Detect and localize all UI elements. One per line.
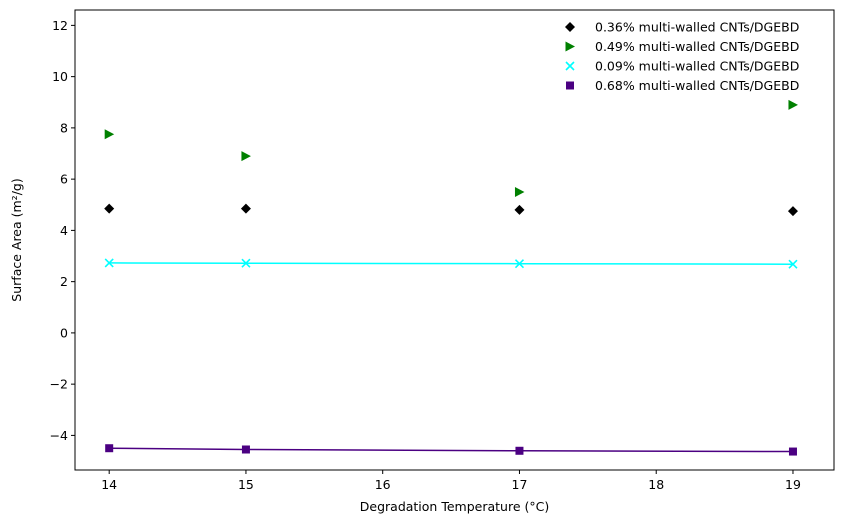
y-tick-label: 8 bbox=[60, 120, 68, 135]
y-axis-label: Surface Area (m²/g) bbox=[9, 178, 24, 301]
data-point bbox=[241, 151, 251, 162]
x-tick-label: 14 bbox=[101, 477, 117, 492]
x-axis-label: Degradation Temperature (°C) bbox=[360, 499, 549, 514]
data-point bbox=[788, 259, 798, 269]
y-tick-label: 10 bbox=[52, 69, 68, 84]
y-tick-label: 4 bbox=[60, 223, 68, 238]
y-tick-label: 12 bbox=[52, 18, 68, 33]
y-tick-label: 6 bbox=[60, 172, 68, 187]
data-point bbox=[105, 444, 114, 453]
data-point bbox=[514, 259, 525, 269]
legend-label: 0.49% multi-walled CNTs/DGEBD bbox=[595, 39, 799, 54]
data-point bbox=[515, 446, 524, 455]
legend-item: 0.49% multi-walled CNTs/DGEBD bbox=[565, 39, 799, 54]
legend-label: 0.36% multi-walled CNTs/DGEBD bbox=[595, 20, 799, 35]
legend-label: 0.68% multi-walled CNTs/DGEBD bbox=[595, 78, 799, 93]
series-3 bbox=[104, 258, 798, 269]
series-1 bbox=[104, 203, 798, 217]
x-tick-label: 19 bbox=[785, 477, 801, 492]
legend: 0.36% multi-walled CNTs/DGEBD 0.49% multi… bbox=[565, 20, 799, 93]
legend-marker bbox=[565, 22, 575, 32]
legend-marker bbox=[565, 61, 575, 71]
series-line bbox=[109, 447, 793, 453]
series-line bbox=[109, 262, 793, 265]
data-point bbox=[788, 447, 797, 456]
y-tick-label: 0 bbox=[60, 325, 68, 340]
series-2 bbox=[104, 99, 798, 197]
data-point bbox=[514, 186, 525, 197]
data-point bbox=[241, 445, 250, 454]
data-point bbox=[787, 206, 798, 217]
x-tick-label: 18 bbox=[648, 477, 664, 492]
legend-marker bbox=[565, 41, 575, 52]
data-point bbox=[240, 203, 251, 214]
series-layer bbox=[104, 99, 798, 456]
legend-item: 0.68% multi-walled CNTs/DGEBD bbox=[566, 78, 799, 93]
legend-item: 0.36% multi-walled CNTs/DGEBD bbox=[565, 20, 799, 35]
data-point bbox=[104, 258, 114, 268]
y-tick-label: −4 bbox=[50, 428, 68, 443]
x-tick-label: 15 bbox=[238, 477, 254, 492]
x-tick-label: 17 bbox=[512, 477, 528, 492]
data-point bbox=[241, 258, 251, 268]
data-point bbox=[788, 99, 798, 110]
y-tick-label: −2 bbox=[50, 377, 68, 392]
data-point bbox=[104, 129, 115, 140]
legend-label: 0.09% multi-walled CNTs/DGEBD bbox=[595, 59, 799, 74]
legend-marker bbox=[566, 81, 574, 90]
y-axis: −4 −2 0 2 4 6 8 10 12 bbox=[50, 18, 75, 443]
data-point bbox=[514, 204, 525, 215]
series-4 bbox=[105, 444, 797, 456]
y-tick-label: 2 bbox=[60, 274, 68, 289]
data-point bbox=[104, 203, 115, 214]
plot-area bbox=[75, 10, 834, 470]
x-tick-label: 16 bbox=[375, 477, 391, 492]
x-axis: 14 15 16 17 18 19 bbox=[101, 470, 801, 492]
plot-frame bbox=[74, 9, 835, 471]
legend-item: 0.09% multi-walled CNTs/DGEBD bbox=[565, 59, 799, 74]
